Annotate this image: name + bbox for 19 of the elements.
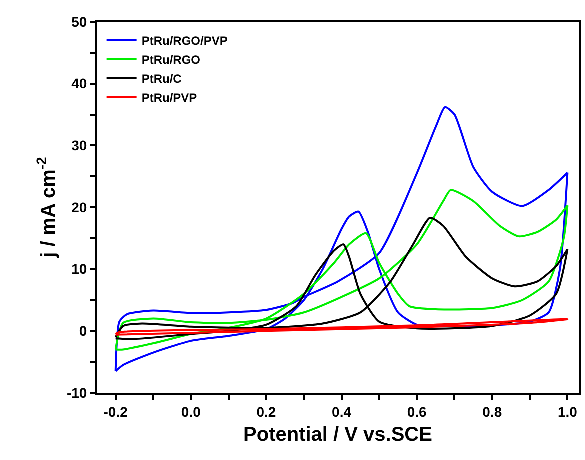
x-tick-label: 0.2 xyxy=(256,404,276,420)
legend-label: PtRu/RGO/PVP xyxy=(142,34,228,48)
legend-label: PtRu/C xyxy=(142,72,182,86)
x-axis-title: Potential / V vs.SCE xyxy=(244,424,432,446)
x-tick-label: 0.6 xyxy=(407,404,428,420)
x-tick-label: 0.0 xyxy=(181,404,202,420)
x-tick-label: -0.2 xyxy=(104,404,128,420)
y-tick-label: 30 xyxy=(72,138,88,154)
legend-label: PtRu/PVP xyxy=(142,90,198,105)
legend-label: PtRu/RGO xyxy=(142,52,200,67)
y-tick-label: 0 xyxy=(79,323,88,340)
y-tick-label: 20 xyxy=(72,199,88,216)
y-tick-label: 40 xyxy=(72,76,88,92)
x-tick-label: 1.0 xyxy=(558,404,578,420)
x-tick-label: 0.8 xyxy=(482,404,502,420)
y-tick-label: 50 xyxy=(72,14,88,30)
y-tick-label: 10 xyxy=(72,261,88,278)
x-tick-label: 0.4 xyxy=(332,404,352,420)
y-tick-label: -10 xyxy=(66,384,88,401)
